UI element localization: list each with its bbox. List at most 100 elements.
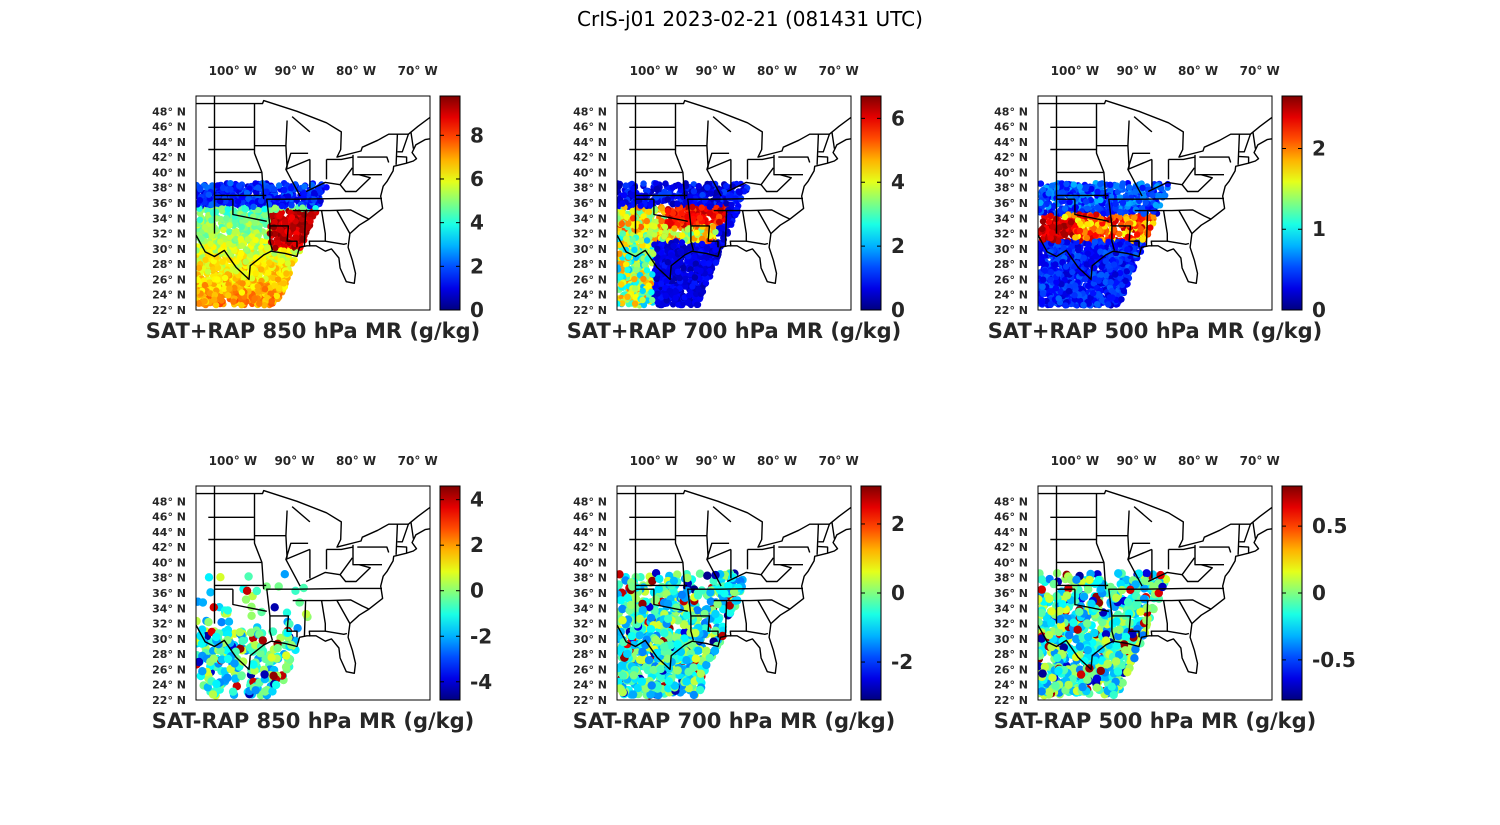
lon-tick-label: 80° W bbox=[757, 454, 797, 468]
lon-tick-label: 80° W bbox=[336, 454, 376, 468]
lon-tick-label: 90° W bbox=[1116, 454, 1156, 468]
lat-tick-label: 48° N bbox=[994, 105, 1028, 118]
lat-tick-label: 38° N bbox=[994, 182, 1028, 195]
lat-tick-label: 34° N bbox=[152, 212, 186, 225]
state-boundaries bbox=[617, 96, 851, 284]
lat-tick-label: 22° N bbox=[994, 304, 1028, 317]
lat-tick-label: 34° N bbox=[573, 212, 607, 225]
colorbar-tick-label: 1 bbox=[1312, 217, 1326, 241]
lon-tick-label: 100° W bbox=[1051, 64, 1099, 78]
lat-tick-label: 24° N bbox=[573, 679, 607, 692]
lat-tick-label: 28° N bbox=[152, 258, 186, 271]
figure-title: CrIS-j01 2023-02-21 (081431 UTC) bbox=[577, 7, 923, 31]
colorbar-tick-label: 2 bbox=[891, 234, 905, 258]
data-swath bbox=[617, 180, 751, 309]
lat-tick-label: 28° N bbox=[573, 258, 607, 271]
lon-tick-label: 90° W bbox=[695, 454, 735, 468]
lat-tick-label: 48° N bbox=[994, 495, 1028, 508]
colorbar-tick-label: 6 bbox=[470, 167, 484, 191]
colorbar bbox=[439, 95, 461, 311]
lat-tick-label: 26° N bbox=[994, 663, 1028, 676]
lat-tick-label: 28° N bbox=[152, 648, 186, 661]
data-swath bbox=[196, 180, 330, 309]
lat-tick-label: 22° N bbox=[152, 304, 186, 317]
lat-tick-label: 38° N bbox=[994, 572, 1028, 585]
map-frame bbox=[1037, 95, 1273, 311]
lat-tick-label: 36° N bbox=[994, 587, 1028, 600]
colorbar bbox=[439, 485, 461, 701]
lat-tick-label: 42° N bbox=[152, 151, 186, 164]
colorbar-tick-label: 0 bbox=[470, 579, 484, 603]
lat-tick-label: 40° N bbox=[573, 166, 607, 179]
map-frame bbox=[616, 95, 852, 311]
map-svg: 100° W 90° W 80° W 70° W 48° N 46° N 44° N 42° … bbox=[573, 454, 913, 707]
lon-tick-label: 100° W bbox=[209, 454, 257, 468]
colorbar-tick-label: 4 bbox=[470, 211, 484, 235]
lat-tick-label: 32° N bbox=[573, 228, 607, 241]
colorbar-tick-label: 4 bbox=[891, 170, 905, 194]
map-frame bbox=[195, 485, 431, 701]
map-frame bbox=[616, 485, 852, 701]
lat-tick-label: 36° N bbox=[573, 197, 607, 210]
lat-tick-label: 26° N bbox=[573, 273, 607, 286]
panel-sat-minus-rap-850: 100° W 90° W 80° W 70° W 48° N 46° N 44° N 42° … bbox=[120, 450, 540, 740]
colorbar-tick-label: -4 bbox=[470, 670, 492, 694]
lat-tick-label: 42° N bbox=[573, 151, 607, 164]
map-svg: 100° W 90° W 80° W 70° W 48° N 46° N 44° N 42° … bbox=[994, 64, 1326, 322]
lon-tick-label: 80° W bbox=[757, 64, 797, 78]
colorbar bbox=[860, 95, 882, 311]
colorbar-tick-label: 0 bbox=[470, 298, 484, 322]
colorbar-tick-label: 2 bbox=[891, 512, 905, 536]
lat-tick-label: 40° N bbox=[152, 166, 186, 179]
lat-tick-label: 28° N bbox=[994, 258, 1028, 271]
lat-tick-label: 32° N bbox=[152, 228, 186, 241]
lon-tick-label: 70° W bbox=[398, 64, 438, 78]
lon-tick-label: 90° W bbox=[695, 64, 735, 78]
lat-tick-label: 38° N bbox=[152, 572, 186, 585]
lat-tick-label: 26° N bbox=[152, 273, 186, 286]
lat-tick-label: 46° N bbox=[994, 511, 1028, 524]
lat-tick-label: 40° N bbox=[152, 556, 186, 569]
panel-sat-minus-rap-500: 100° W 90° W 80° W 70° W 48° N 46° N 44° N 42° … bbox=[962, 450, 1382, 740]
lat-tick-label: 42° N bbox=[152, 541, 186, 554]
lat-tick-label: 34° N bbox=[573, 602, 607, 615]
lon-tick-label: 80° W bbox=[1178, 64, 1218, 78]
state-boundaries bbox=[617, 486, 851, 674]
lon-tick-label: 70° W bbox=[1240, 454, 1280, 468]
colorbar-tick-label: 8 bbox=[470, 123, 484, 147]
lat-tick-label: 42° N bbox=[573, 541, 607, 554]
state-boundaries bbox=[196, 96, 430, 284]
data-swath bbox=[1038, 569, 1171, 700]
lon-tick-label: 90° W bbox=[274, 64, 314, 78]
colorbar-tick-label: 6 bbox=[891, 106, 905, 130]
panel-sat-rap-500: 100° W 90° W 80° W 70° W 48° N 46° N 44° N 42° … bbox=[962, 60, 1382, 350]
lat-tick-label: 38° N bbox=[573, 572, 607, 585]
lat-tick-label: 48° N bbox=[152, 105, 186, 118]
lat-tick-label: 22° N bbox=[573, 304, 607, 317]
lat-tick-label: 34° N bbox=[994, 212, 1028, 225]
lat-tick-label: 42° N bbox=[994, 151, 1028, 164]
lat-tick-label: 44° N bbox=[152, 526, 186, 539]
lat-tick-label: 40° N bbox=[994, 166, 1028, 179]
panel-title: SAT-RAP 700 hPa MR (g/kg) bbox=[572, 709, 896, 733]
lat-tick-label: 28° N bbox=[573, 648, 607, 661]
lat-tick-label: 26° N bbox=[994, 273, 1028, 286]
lat-tick-label: 48° N bbox=[152, 495, 186, 508]
lat-tick-label: 48° N bbox=[573, 495, 607, 508]
lat-tick-label: 24° N bbox=[573, 289, 607, 302]
colorbar-tick-label: 0 bbox=[1312, 298, 1326, 322]
lat-tick-label: 44° N bbox=[573, 526, 607, 539]
lat-tick-label: 32° N bbox=[573, 618, 607, 631]
panel-title: SAT+RAP 850 hPa MR (g/kg) bbox=[145, 319, 481, 343]
state-boundaries bbox=[196, 486, 430, 674]
panel-sat-rap-700: 100° W 90° W 80° W 70° W 48° N 46° N 44° N 42° … bbox=[541, 60, 961, 350]
panel-sat-rap-850: 100° W 90° W 80° W 70° W 48° N 46° N 44° N 42° … bbox=[120, 60, 540, 350]
lat-tick-label: 34° N bbox=[994, 602, 1028, 615]
lat-tick-label: 30° N bbox=[573, 633, 607, 646]
colorbar-tick-label: 2 bbox=[470, 254, 484, 278]
lat-tick-label: 44° N bbox=[994, 136, 1028, 149]
lon-tick-label: 70° W bbox=[398, 454, 438, 468]
lat-tick-label: 44° N bbox=[573, 136, 607, 149]
colorbar-tick-label: 0.5 bbox=[1312, 514, 1347, 538]
colorbar-tick-label: 0 bbox=[1312, 581, 1326, 605]
